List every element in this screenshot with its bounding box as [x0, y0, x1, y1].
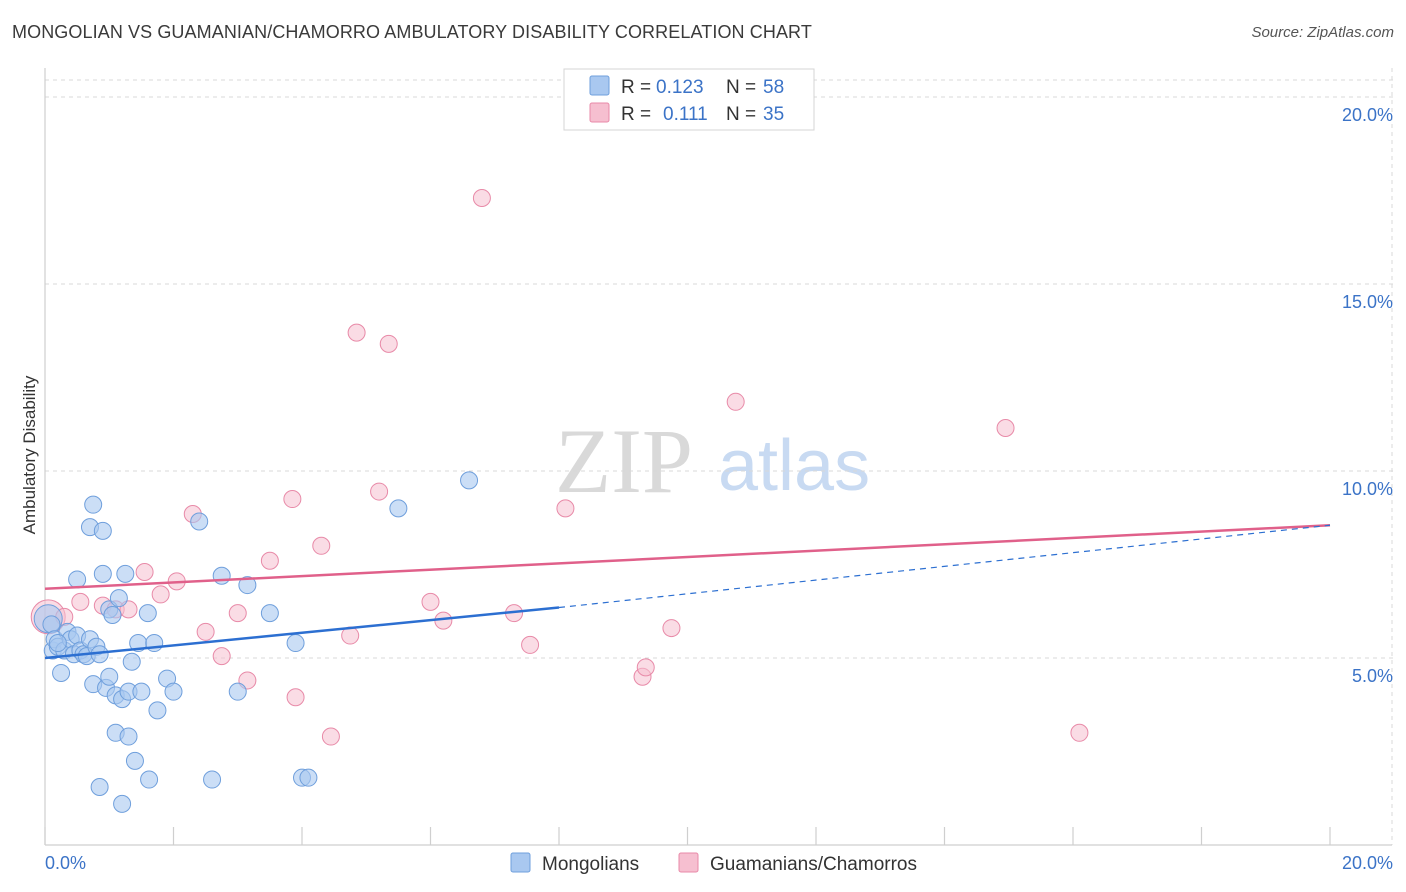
- point-mongolian-24: [93, 521, 112, 540]
- bottom-legend-label-guamanians: Guamanians/Chamorros: [710, 854, 917, 875]
- point-mongolian-57: [48, 634, 67, 653]
- y-tick-labels: 5.0% 10.0% 15.0% 20.0%: [1342, 105, 1393, 686]
- bottom-legend-label-mongolians: Mongolians: [542, 854, 639, 875]
- point-guamanian-32: [726, 392, 745, 411]
- y-axis-title: Ambulatory Disability: [20, 375, 39, 534]
- point-guamanian-18: [321, 727, 340, 746]
- point-mongolian-51: [260, 604, 279, 623]
- point-guamanian-28: [556, 499, 575, 518]
- point-guamanian-21: [370, 482, 389, 501]
- point-mongolian-35: [119, 727, 138, 746]
- legend-swatch-mongolians: [589, 75, 610, 96]
- point-guamanian-22: [379, 334, 398, 353]
- bottom-legend-swatch-mongolians: [510, 852, 531, 873]
- legend-swatch-guamanians: [589, 102, 610, 123]
- point-mongolian-18: [84, 495, 103, 514]
- trend-line-mongolian: [44, 606, 560, 660]
- watermark-zip: ZIP: [555, 410, 693, 512]
- x-tick-labels: 0.0% 20.0%: [45, 853, 1393, 873]
- legend-r-label-1: R =: [621, 104, 651, 125]
- point-mongolian-43: [148, 701, 167, 720]
- point-mongolian-55: [389, 499, 408, 518]
- point-mongolian-54: [299, 768, 318, 787]
- point-mongolian-37: [125, 751, 144, 770]
- legend-r-value-1: 0.111: [663, 104, 708, 125]
- point-mongolian-48: [212, 566, 231, 585]
- legend-n-label-0: N =: [726, 77, 756, 98]
- point-mongolian-1: [42, 615, 61, 634]
- point-mongolian-40: [138, 604, 157, 623]
- point-guamanian-12: [228, 604, 247, 623]
- point-guamanian-20: [347, 323, 366, 342]
- point-guamanian-27: [521, 635, 540, 654]
- point-mongolian-56: [460, 471, 479, 490]
- point-guamanian-14: [260, 551, 279, 570]
- point-mongolian-25: [100, 667, 119, 686]
- point-guamanian-17: [312, 536, 331, 555]
- point-mongolian-47: [203, 770, 222, 789]
- point-mongolian-11: [68, 570, 87, 589]
- correlation-legend: R = 0.123 N = 58 R = 0.111 N = 35: [563, 68, 815, 131]
- point-mongolian-45: [164, 682, 183, 701]
- point-guamanian-6: [135, 562, 154, 581]
- point-mongolian-50: [238, 576, 257, 595]
- watermark-atlas: atlas: [718, 426, 870, 506]
- point-guamanian-2: [71, 592, 90, 611]
- point-guamanian-30: [636, 658, 655, 677]
- y-tick-label-2: 15.0%: [1342, 292, 1393, 312]
- trend-line-guamanian: [44, 523, 1331, 591]
- legend-n-label-1: N =: [726, 104, 756, 125]
- legend-n-value-0: 58: [763, 77, 784, 98]
- bottom-legend-swatch-guamanians: [678, 852, 699, 873]
- y-tick-label-0: 5.0%: [1352, 666, 1393, 686]
- point-mongolian-49: [228, 682, 247, 701]
- chart-title: MONGOLIAN VS GUAMANIAN/CHAMORRO AMBULATO…: [12, 22, 812, 42]
- point-guamanian-25: [472, 188, 491, 207]
- legend-n-value-1: 35: [763, 104, 784, 125]
- point-guamanian-11: [212, 647, 231, 666]
- point-guamanian-34: [1070, 723, 1089, 742]
- legend-r-value-0: 0.123: [656, 77, 704, 98]
- point-mongolian-33: [116, 564, 135, 583]
- axes: [44, 68, 1392, 846]
- legend-r-label-0: R =: [621, 77, 651, 98]
- y-tick-label-3: 20.0%: [1342, 105, 1393, 125]
- x-tick-label-1: 20.0%: [1342, 853, 1393, 873]
- point-mongolian-21: [93, 564, 112, 583]
- trend-line-mongolian-extension: [558, 524, 1331, 609]
- point-mongolian-39: [132, 682, 151, 701]
- mongolian-points: [33, 471, 479, 813]
- point-mongolian-23: [90, 778, 109, 797]
- x-tick-label-0: 0.0%: [45, 853, 86, 873]
- point-mongolian-41: [140, 770, 159, 789]
- point-mongolian-30: [109, 589, 128, 608]
- point-mongolian-46: [190, 512, 209, 531]
- point-mongolian-32: [113, 794, 132, 813]
- point-guamanian-15: [283, 490, 302, 509]
- point-guamanian-7: [151, 585, 170, 604]
- point-guamanian-16: [286, 688, 305, 707]
- y-tick-label-1: 10.0%: [1342, 479, 1393, 499]
- point-mongolian-52: [286, 634, 305, 653]
- point-mongolian-27: [103, 605, 122, 624]
- point-mongolian-36: [122, 652, 141, 671]
- point-guamanian-23: [421, 592, 440, 611]
- source-attribution: Source: ZipAtlas.com: [1251, 24, 1394, 41]
- point-guamanian-10: [196, 622, 215, 641]
- trend-lines: [44, 523, 1331, 660]
- point-mongolian-5: [52, 663, 71, 682]
- point-guamanian-33: [996, 418, 1015, 437]
- point-guamanian-31: [662, 619, 681, 638]
- series-legend: Mongolians Guamanians/Chamorros: [510, 852, 917, 875]
